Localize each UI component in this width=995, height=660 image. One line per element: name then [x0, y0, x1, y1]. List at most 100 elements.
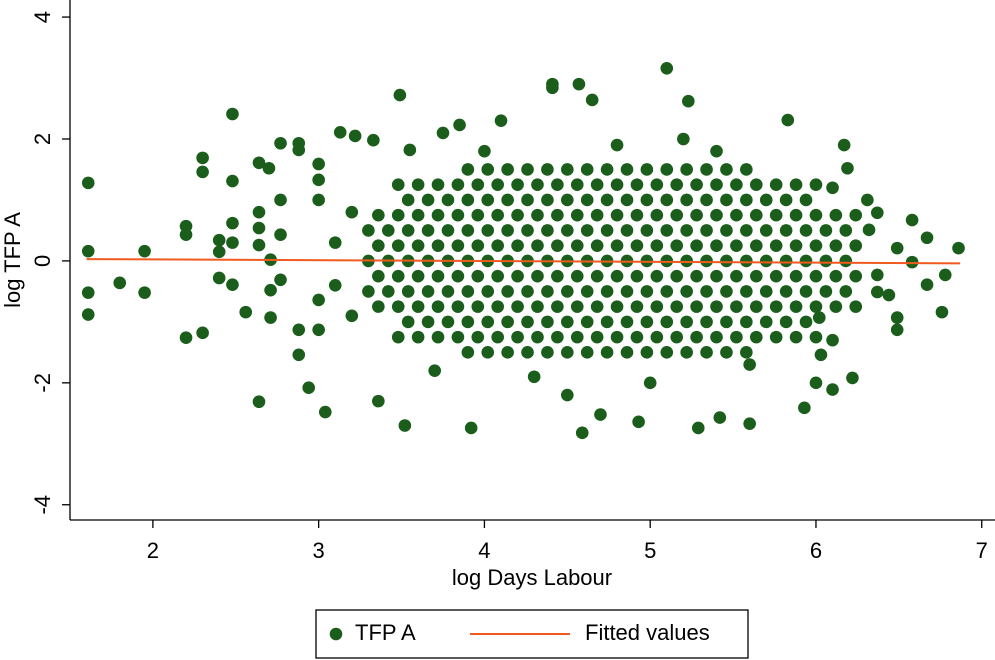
point	[196, 151, 209, 165]
y-tick-label: 4	[30, 11, 55, 23]
point	[481, 346, 495, 359]
point	[841, 161, 854, 175]
point	[710, 330, 723, 344]
point	[720, 224, 733, 237]
point	[610, 208, 624, 222]
point	[551, 300, 564, 313]
point	[590, 330, 604, 344]
point	[212, 245, 226, 259]
point	[610, 138, 624, 152]
point	[680, 285, 693, 298]
point	[451, 300, 465, 313]
point	[871, 206, 884, 220]
point	[660, 61, 674, 75]
point	[481, 285, 495, 298]
point	[630, 269, 644, 283]
point	[789, 269, 803, 283]
point	[826, 181, 839, 195]
point	[590, 269, 604, 283]
point	[789, 208, 803, 222]
point	[740, 163, 753, 176]
point	[690, 300, 703, 313]
point	[620, 224, 634, 237]
point	[713, 411, 727, 424]
point	[274, 273, 287, 287]
point	[391, 208, 405, 222]
point	[451, 208, 465, 222]
point	[769, 300, 783, 313]
point	[501, 163, 514, 176]
point	[590, 178, 604, 192]
point	[113, 276, 127, 290]
point	[749, 269, 763, 283]
point	[561, 285, 574, 298]
point	[600, 346, 614, 359]
point	[720, 193, 733, 207]
point	[328, 278, 342, 292]
point	[362, 224, 375, 237]
point	[690, 178, 703, 192]
point	[680, 163, 693, 176]
y-tick-label: -4	[30, 495, 55, 515]
point	[521, 193, 534, 207]
point	[541, 163, 554, 176]
point	[799, 315, 813, 329]
point	[740, 193, 753, 207]
point	[391, 300, 405, 313]
point	[541, 285, 554, 298]
point	[710, 239, 723, 252]
point	[829, 300, 843, 313]
point	[348, 129, 362, 143]
point	[700, 285, 713, 298]
point	[561, 346, 574, 359]
x-axis-title: log Days Labour	[452, 565, 612, 590]
point	[541, 193, 554, 207]
point	[431, 300, 445, 313]
point	[798, 401, 811, 415]
point	[411, 239, 425, 252]
point	[521, 285, 534, 298]
point	[511, 239, 524, 252]
point	[471, 330, 485, 344]
point	[471, 300, 485, 313]
point	[660, 224, 674, 237]
point	[531, 300, 544, 313]
point	[779, 193, 793, 207]
point	[691, 421, 705, 435]
point	[391, 330, 405, 344]
point	[226, 236, 239, 249]
point	[720, 285, 733, 298]
point	[660, 285, 674, 298]
point	[630, 239, 644, 252]
point	[680, 346, 693, 359]
point	[521, 346, 534, 359]
point	[401, 193, 415, 207]
point	[494, 114, 508, 128]
point	[640, 163, 654, 176]
fitted-line	[86, 258, 961, 265]
point	[749, 330, 763, 344]
point	[849, 208, 863, 222]
point	[690, 330, 703, 344]
point	[561, 388, 574, 402]
point	[952, 241, 965, 255]
point	[620, 346, 634, 359]
point	[481, 224, 495, 237]
point	[264, 311, 277, 324]
point	[381, 224, 395, 237]
point	[799, 285, 813, 298]
point	[391, 239, 405, 252]
point	[849, 300, 863, 313]
point	[799, 254, 813, 268]
point	[541, 315, 554, 329]
x-tick-label: 3	[313, 538, 325, 563]
point	[372, 208, 385, 222]
point	[264, 283, 277, 297]
point	[789, 300, 803, 313]
point	[882, 288, 896, 302]
point	[421, 315, 435, 329]
point	[789, 178, 803, 192]
point	[212, 271, 226, 285]
point	[640, 346, 654, 359]
point	[411, 208, 425, 222]
